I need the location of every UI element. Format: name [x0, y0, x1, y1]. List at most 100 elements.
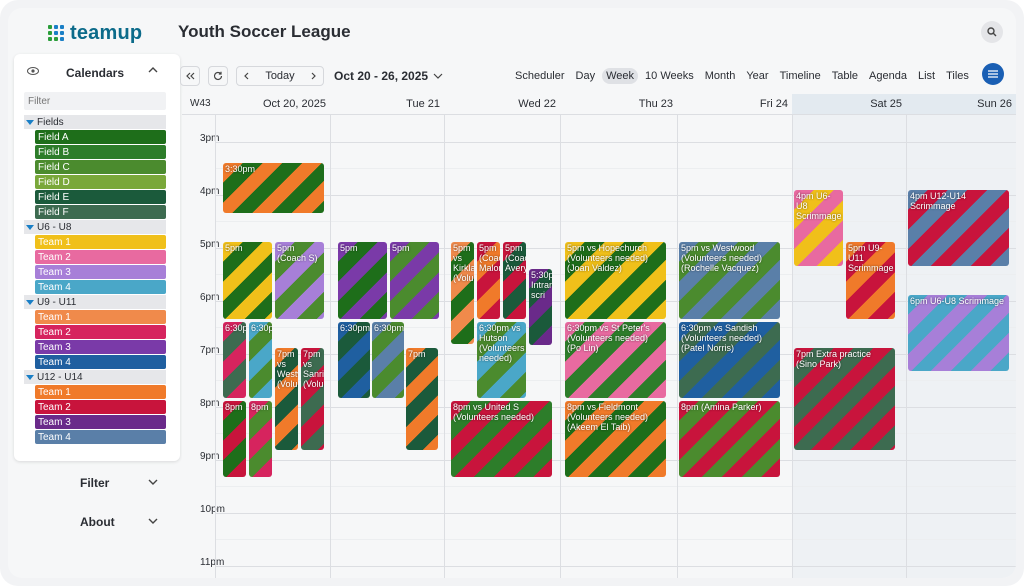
view-year[interactable]: Year — [746, 70, 769, 82]
caret-down-icon — [26, 119, 34, 125]
chevron-right-icon[interactable] — [311, 72, 317, 80]
view-day[interactable]: Day — [575, 70, 596, 82]
calendar-event[interactable]: 5pm vs Westwood (Volunteers needed) (Roc… — [679, 242, 780, 319]
week-number: W43 — [190, 98, 211, 109]
event-label: 8pm — [251, 402, 269, 412]
calendar-item[interactable]: Field C — [35, 160, 166, 174]
calendar-item[interactable]: Field D — [35, 175, 166, 189]
calendar-item[interactable]: Field F — [35, 205, 166, 219]
chevron-up-icon[interactable] — [148, 66, 158, 74]
calendar-event[interactable]: 8pm (Amina Parker) — [679, 401, 780, 477]
calendar-event[interactable]: 5pm vs Kirkland (Volunteers — [451, 242, 474, 344]
calendar-group[interactable]: U6 - U8 — [24, 220, 166, 234]
view-tiles[interactable]: Tiles — [946, 70, 969, 82]
calendar-event[interactable]: 5pm (Coach Malone) — [477, 242, 500, 319]
calendar-event[interactable]: 3:30pm — [223, 163, 324, 213]
about-section[interactable]: About — [28, 513, 168, 531]
calendar-item[interactable]: Team 2 — [35, 400, 166, 414]
view-agenda[interactable]: Agenda — [869, 70, 907, 82]
event-label: 7pm vs Sanriola (Volunteers — [303, 349, 324, 389]
calendar-event[interactable]: 6:30pm vs Sandish (Volunteers needed) (P… — [679, 322, 780, 398]
event-label: 5pm — [392, 243, 410, 253]
day-header[interactable]: Thu 23 — [638, 98, 673, 110]
menu-button[interactable] — [982, 63, 1004, 85]
calendar-event[interactable]: 5pm (Coach Avery) — [503, 242, 526, 319]
day-divider — [444, 114, 445, 578]
day-header[interactable]: Wed 22 — [518, 98, 556, 110]
calendar-event[interactable]: 5:30p Intramural scri — [529, 269, 552, 345]
view-timeline[interactable]: Timeline — [779, 70, 821, 82]
hour-label: 11pm — [200, 557, 225, 568]
hour-label: 10pm — [200, 504, 226, 515]
search-button[interactable] — [981, 21, 1003, 43]
eye-icon[interactable] — [27, 67, 39, 75]
calendar-event[interactable]: 6:30pm vs St Peter's (Volunteers needed)… — [565, 322, 666, 398]
filter-section[interactable]: Filter — [28, 474, 168, 492]
calendar-item[interactable]: Team 4 — [35, 430, 166, 444]
calendar-event[interactable]: 6pm U6-U8 Scrimmage — [908, 295, 1009, 371]
calendar-event[interactable]: 7pm Extra practice (Sino Park) — [794, 348, 895, 450]
calendar-event[interactable]: 5pm — [390, 242, 439, 319]
calendar-item[interactable]: Team 1 — [35, 310, 166, 324]
calendar-group[interactable]: U12 - U14 — [24, 370, 166, 384]
calendar-event[interactable]: 5pm — [223, 242, 272, 319]
event-label: 6:30pm — [340, 323, 370, 333]
view-scheduler[interactable]: Scheduler — [515, 70, 565, 82]
view-month[interactable]: Month — [704, 70, 736, 82]
calendar-item[interactable]: Team 3 — [35, 340, 166, 354]
calendar-item[interactable]: Team 3 — [35, 415, 166, 429]
day-header[interactable]: Tue 21 — [406, 98, 440, 110]
calendar-event[interactable]: 4pm U6-U8 Scrimmage — [794, 190, 843, 266]
calendar-event[interactable]: 6:30pm vs Hutson (Volunteers needed) — [477, 322, 526, 398]
calendar-event[interactable]: 5pm U9-U11 Scrimmage — [846, 242, 895, 319]
calendar-event[interactable]: 4pm U12-U14 Scrimmage — [908, 190, 1009, 266]
calendar-item[interactable]: Team 2 — [35, 325, 166, 339]
day-header[interactable]: Fri 24 — [759, 98, 788, 110]
calendar-item[interactable]: Field A — [35, 130, 166, 144]
event-label: 6:30pm vs Sandish (Volunteers needed) (P… — [681, 323, 763, 353]
calendar-event[interactable]: 8pm — [249, 401, 272, 477]
calendar-item[interactable]: Team 4 — [35, 280, 166, 294]
calendar-item[interactable]: Team 4 — [35, 355, 166, 369]
view-table[interactable]: Table — [831, 70, 859, 82]
logo[interactable]: teamup — [48, 22, 142, 44]
calendar-filter-input[interactable] — [24, 92, 166, 110]
day-header[interactable]: Oct 20, 2025 — [263, 98, 326, 110]
event-label: 5:30p Intramural scri — [531, 270, 552, 300]
calendar-event[interactable]: 6:30p — [249, 322, 272, 398]
calendar-event[interactable]: 8pm vs Fieldmont (Volunteers needed) (Ak… — [565, 401, 666, 477]
calendar-group[interactable]: Fields — [24, 115, 166, 129]
calendar-event[interactable]: 8pm — [223, 401, 246, 477]
calendar-event[interactable]: 7pm — [406, 348, 438, 450]
calendar-item[interactable]: Team 1 — [35, 385, 166, 399]
calendar-event[interactable]: 6:30pm — [338, 322, 370, 398]
calendar-event[interactable]: 5pm (Coach S) — [275, 242, 324, 319]
day-header[interactable]: Sun 26 — [906, 94, 1016, 114]
view-10-weeks[interactable]: 10 Weeks — [645, 70, 694, 82]
calendar-item[interactable]: Field E — [35, 190, 166, 204]
calendar-item[interactable]: Team 1 — [35, 235, 166, 249]
calendar-event[interactable]: 6:30p — [223, 322, 246, 398]
date-range-picker[interactable]: Oct 20 - 26, 2025 — [334, 66, 443, 86]
calendar-item[interactable]: Team 3 — [35, 265, 166, 279]
view-week[interactable]: Week — [602, 68, 639, 84]
half-hour-line — [215, 539, 1016, 540]
calendar-event[interactable]: 5pm vs Hopechurch (Volunteers needed) (J… — [565, 242, 666, 319]
calendar-item[interactable]: Field B — [35, 145, 166, 159]
calendar-event[interactable]: 6:30pm — [372, 322, 404, 398]
refresh-button[interactable] — [208, 66, 228, 86]
calendar-event[interactable]: 7pm vs Sanriola (Volunteers — [301, 348, 324, 450]
today-button[interactable]: Today — [265, 70, 295, 82]
calendar-event[interactable]: 7pm vs Westwood (Volunteer — [275, 348, 298, 450]
day-header[interactable]: Sat 25 — [792, 94, 906, 114]
calendar-item[interactable]: Team 2 — [35, 250, 166, 264]
half-hour-line — [215, 221, 1016, 222]
calendar-group[interactable]: U9 - U11 — [24, 295, 166, 309]
day-divider — [330, 114, 331, 578]
view-list[interactable]: List — [917, 70, 936, 82]
collapse-sidebar-button[interactable] — [180, 66, 200, 86]
chevron-left-icon[interactable] — [243, 72, 249, 80]
calendar-event[interactable]: 5pm — [338, 242, 387, 319]
calendar-event[interactable]: 8pm vs United S (Volunteers needed) — [451, 401, 552, 477]
calendars-title: Calendars — [66, 66, 125, 80]
